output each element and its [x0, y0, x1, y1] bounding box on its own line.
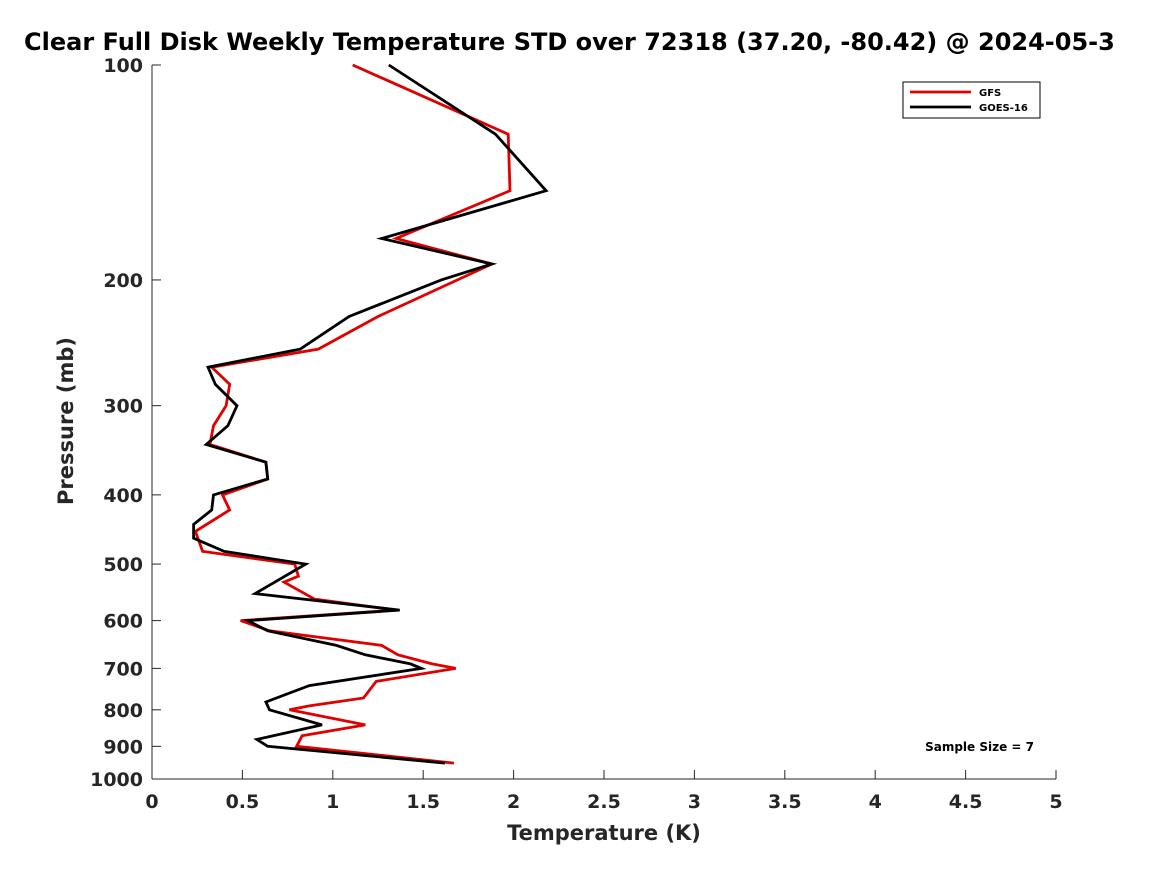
x-tick-label: 2.5 [587, 791, 621, 813]
legend-label: GFS [979, 88, 1001, 99]
x-tick-label: 1.5 [406, 791, 440, 813]
y-tick-label: 600 [103, 611, 143, 633]
y-tick-label: 300 [103, 396, 143, 418]
y-tick-label: 100 [103, 55, 143, 77]
legend-label: GOES-16 [979, 103, 1028, 114]
y-tick-label: 800 [103, 700, 143, 722]
series-line-goes-16 [192, 63, 549, 765]
x-tick-label: 4.5 [949, 791, 983, 813]
x-tick-label: 3.5 [768, 791, 802, 813]
y-tick-label: 200 [103, 270, 143, 292]
series-layer [192, 63, 549, 765]
y-tick-label: 900 [103, 736, 143, 758]
x-tick-label: 2 [507, 791, 520, 813]
y-tick-label: 700 [103, 658, 143, 680]
x-tick-label: 5 [1049, 791, 1062, 813]
legend-box [902, 81, 1041, 119]
x-tick-label: 0 [145, 791, 158, 813]
chart-title: Clear Full Disk Weekly Temperature STD o… [24, 28, 1115, 56]
axes: 0 0.5 1 1.5 2 2.5 3 3.5 4 4.5 5 100 200 300 400 500 600 7… [90, 55, 1063, 813]
x-tick-label: 1 [326, 791, 339, 813]
x-tick-label: 3 [688, 791, 701, 813]
x-axis-label: Temperature (K) [507, 821, 701, 845]
x-tick-label: 4 [869, 791, 882, 813]
legend: GFS GOES-16 [902, 81, 1041, 119]
y-tick-label: 1000 [90, 769, 143, 791]
y-tick-label: 400 [103, 485, 143, 507]
series-line-gfs [193, 63, 512, 765]
sample-size-annotation: Sample Size = 7 [925, 740, 1034, 754]
y-axis-label: Pressure (mb) [54, 337, 78, 505]
y-tick-label: 500 [103, 554, 143, 576]
x-tick-label: 0.5 [226, 791, 260, 813]
